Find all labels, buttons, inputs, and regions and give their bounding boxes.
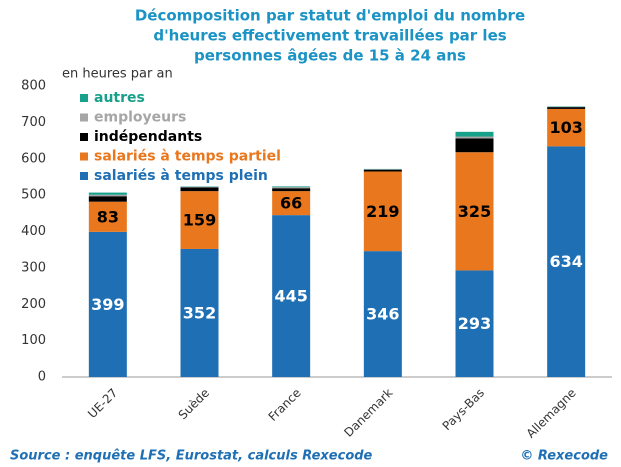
y-tick-label: 400 [21, 224, 46, 239]
data-label: 399 [91, 295, 124, 314]
y-tick-label: 0 [38, 370, 46, 385]
data-label: 103 [549, 118, 582, 137]
bar-segment [363, 171, 402, 252]
bar-segment [180, 187, 219, 192]
title-line: Décomposition par statut d'emploi du nom… [135, 7, 525, 25]
title-line: personnes âgées de 15 à 24 ans [194, 47, 466, 65]
bar-segment [272, 187, 311, 189]
y-tick-label: 800 [21, 79, 46, 94]
bar-segment [180, 186, 219, 188]
x-tick-label: Pays-Bas [440, 386, 487, 433]
y-tick-label: 600 [21, 151, 46, 166]
y-tick-label: 100 [21, 333, 46, 348]
bar-segment [180, 191, 219, 249]
bar-segment [88, 231, 127, 377]
bar-segment [272, 186, 311, 188]
data-label: 352 [183, 303, 216, 322]
y-tick-label: 700 [21, 115, 46, 130]
title-line: d'heures effectivement travaillées par l… [153, 27, 506, 45]
legend-label: salariés à temps partiel [94, 149, 281, 165]
legend-label: employeurs [94, 110, 186, 126]
bar-segment [455, 270, 494, 377]
bar-segment [272, 188, 311, 192]
y-axis-label: en heures par an [62, 67, 173, 82]
data-label: 325 [458, 202, 491, 221]
bar-segment [547, 108, 586, 147]
bar-segment [88, 194, 127, 197]
data-label: 445 [274, 287, 307, 306]
bar-segment [455, 136, 494, 139]
bar-segment [455, 131, 494, 137]
bar-segment [272, 191, 311, 216]
legend-label: salariés à temps plein [94, 168, 268, 184]
legend-swatch [80, 152, 88, 161]
legend-label: indépendants [94, 129, 202, 145]
bar-segment [180, 248, 219, 377]
x-tick-label: Suède [176, 386, 212, 422]
bar-segment [363, 169, 402, 172]
data-label: 346 [366, 305, 399, 324]
legend-swatch [80, 133, 88, 141]
data-label: 634 [549, 252, 582, 271]
chart-title: Décomposition par statut d'emploi du nom… [135, 7, 525, 65]
x-tick-label: Allemagne [524, 386, 579, 441]
y-tick-label: 300 [21, 260, 46, 275]
legend-swatch [80, 94, 88, 102]
legend-swatch [80, 113, 88, 122]
bar-segment [272, 215, 311, 377]
bar-segment [363, 251, 402, 377]
bar-segment [455, 152, 494, 271]
y-tick-label: 200 [21, 297, 46, 312]
data-label: 219 [366, 202, 399, 221]
source: Source : enquête LFS, Eurostat, calculs … [10, 449, 373, 464]
credit: © Rexecode [520, 449, 608, 464]
legend-label: autres [94, 90, 145, 106]
y-tick-label: 500 [21, 188, 46, 203]
bar-segment [88, 196, 127, 202]
x-tick-label: France [266, 386, 304, 424]
bar-segment [88, 201, 127, 232]
data-label: 159 [183, 211, 216, 230]
legend-swatch [80, 172, 88, 180]
data-label: 66 [280, 194, 302, 213]
bar-segment [547, 146, 586, 377]
x-tick-label: UE-27 [85, 386, 120, 421]
bar-segment [88, 192, 127, 195]
data-label: 293 [458, 314, 491, 333]
x-tick-label: Danemark [341, 386, 395, 440]
bar-segment [455, 138, 494, 153]
bar-segment [547, 107, 586, 109]
data-label: 83 [97, 207, 119, 226]
